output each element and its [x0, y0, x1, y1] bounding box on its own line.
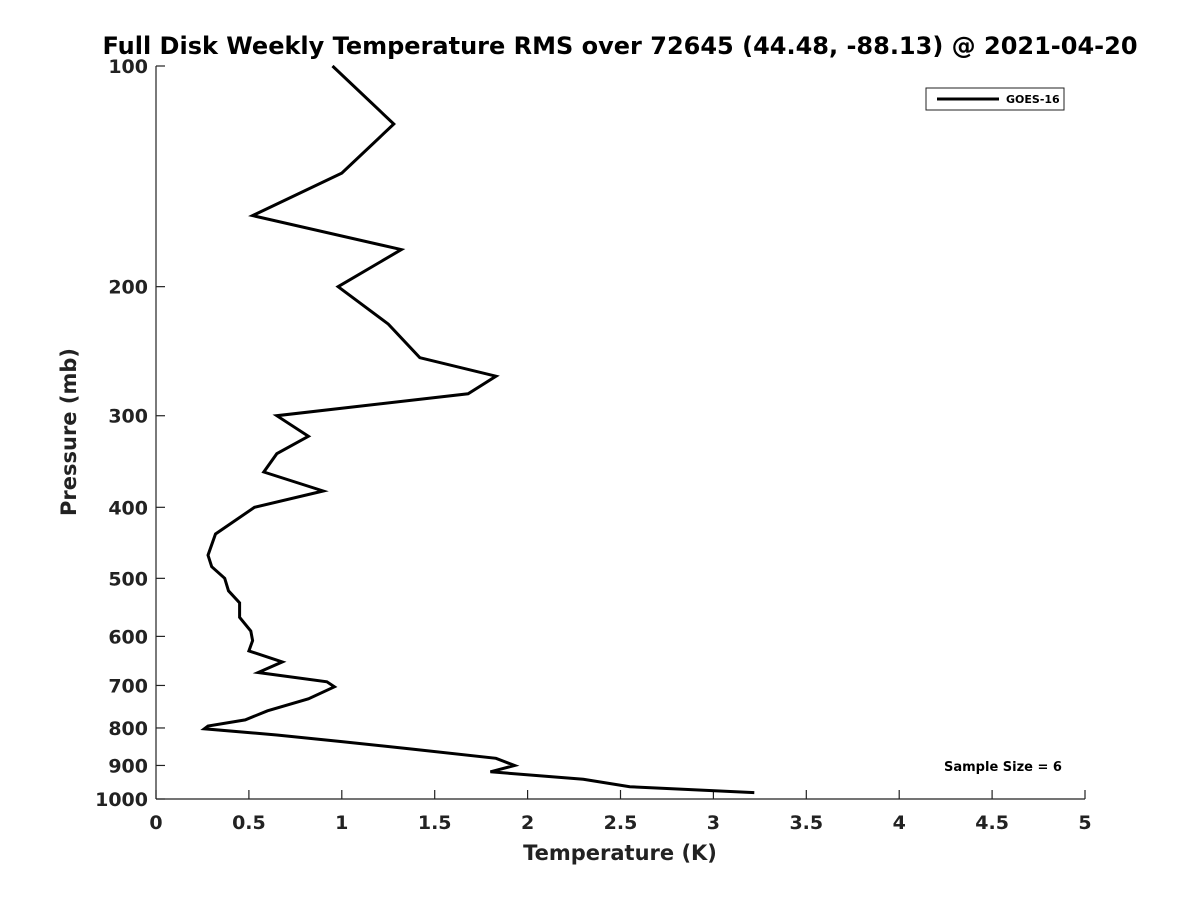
legend: GOES-16 [925, 87, 1065, 111]
x-tick-label: 1 [335, 812, 348, 834]
x-axis-label: Temperature (K) [523, 841, 717, 865]
y-axis-label: Pressure (mb) [57, 348, 81, 516]
x-tick-label: 2.5 [604, 812, 638, 834]
y-tick-label: 900 [108, 755, 148, 777]
x-ticks: 0 0.5 1 1.5 2 2.5 3 3.5 4 4.5 5 [149, 790, 1092, 834]
y-tick-label: 100 [108, 56, 148, 78]
series-line-goes-16 [200, 64, 755, 795]
x-tick-label: 0.5 [232, 812, 266, 834]
x-tick-label: 3.5 [789, 812, 823, 834]
chart-title: Full Disk Weekly Temperature RMS over 72… [102, 32, 1137, 60]
y-ticks: 100 200 300 400 500 600 700 800 900 1000 [95, 56, 165, 811]
x-tick-label: 4 [893, 812, 906, 834]
y-tick-label: 1000 [95, 789, 148, 811]
y-tick-label: 200 [108, 277, 148, 299]
y-tick-label: 300 [108, 406, 148, 428]
legend-label-goes-16: GOES-16 [1006, 93, 1060, 106]
y-tick-label: 600 [108, 626, 148, 648]
x-tick-label: 1.5 [418, 812, 452, 834]
sample-size-annotation: Sample Size = 6 [944, 760, 1062, 775]
x-tick-label: 5 [1078, 812, 1091, 834]
x-tick-label: 2 [521, 812, 534, 834]
x-tick-label: 0 [149, 812, 162, 834]
y-tick-label: 400 [108, 497, 148, 519]
series-layer [200, 64, 755, 795]
x-tick-label: 4.5 [975, 812, 1009, 834]
x-tick-label: 3 [707, 812, 720, 834]
y-tick-label: 800 [108, 718, 148, 740]
y-tick-label: 500 [108, 568, 148, 590]
y-tick-label: 700 [108, 675, 148, 697]
